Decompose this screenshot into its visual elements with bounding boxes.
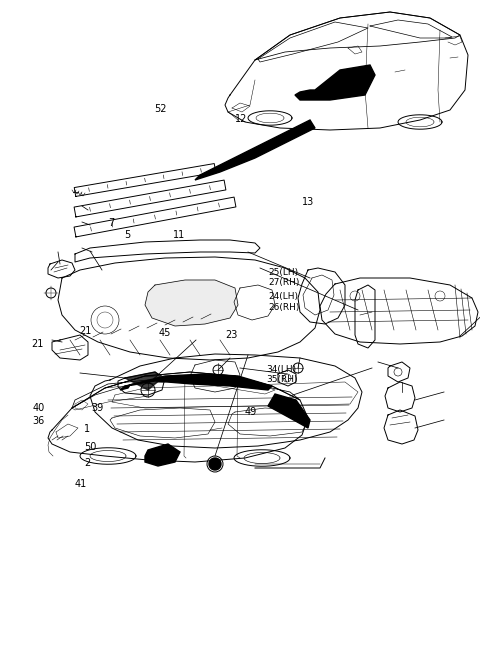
Text: 23: 23 [226,329,238,340]
Circle shape [209,458,221,470]
Text: 13: 13 [302,197,315,207]
Polygon shape [295,65,375,100]
Text: 7: 7 [108,218,114,228]
Text: 21: 21 [31,339,44,350]
Text: 24(LH): 24(LH) [269,292,299,301]
Text: 2: 2 [84,458,90,468]
Text: 12: 12 [235,114,248,125]
Text: 11: 11 [173,230,185,240]
Text: 34(LH): 34(LH) [266,365,297,374]
Text: 25(LH): 25(LH) [269,268,299,277]
Text: 52: 52 [155,104,167,114]
Text: 36: 36 [33,416,45,426]
Text: 26(RH): 26(RH) [269,302,300,312]
Polygon shape [125,372,162,390]
Text: 50: 50 [84,442,96,453]
Polygon shape [145,280,238,326]
Text: 27(RH): 27(RH) [269,277,300,287]
Text: 39: 39 [91,403,104,413]
Text: 41: 41 [74,479,87,489]
Text: 45: 45 [158,328,171,338]
Text: 35(RH): 35(RH) [266,375,298,384]
Polygon shape [145,444,180,466]
Text: 21: 21 [79,326,92,337]
Polygon shape [195,120,315,180]
Polygon shape [120,374,272,390]
Text: 49: 49 [245,407,257,417]
Polygon shape [268,394,310,428]
Text: 1: 1 [84,424,90,434]
Text: 5: 5 [124,230,130,240]
Text: 40: 40 [33,403,45,413]
